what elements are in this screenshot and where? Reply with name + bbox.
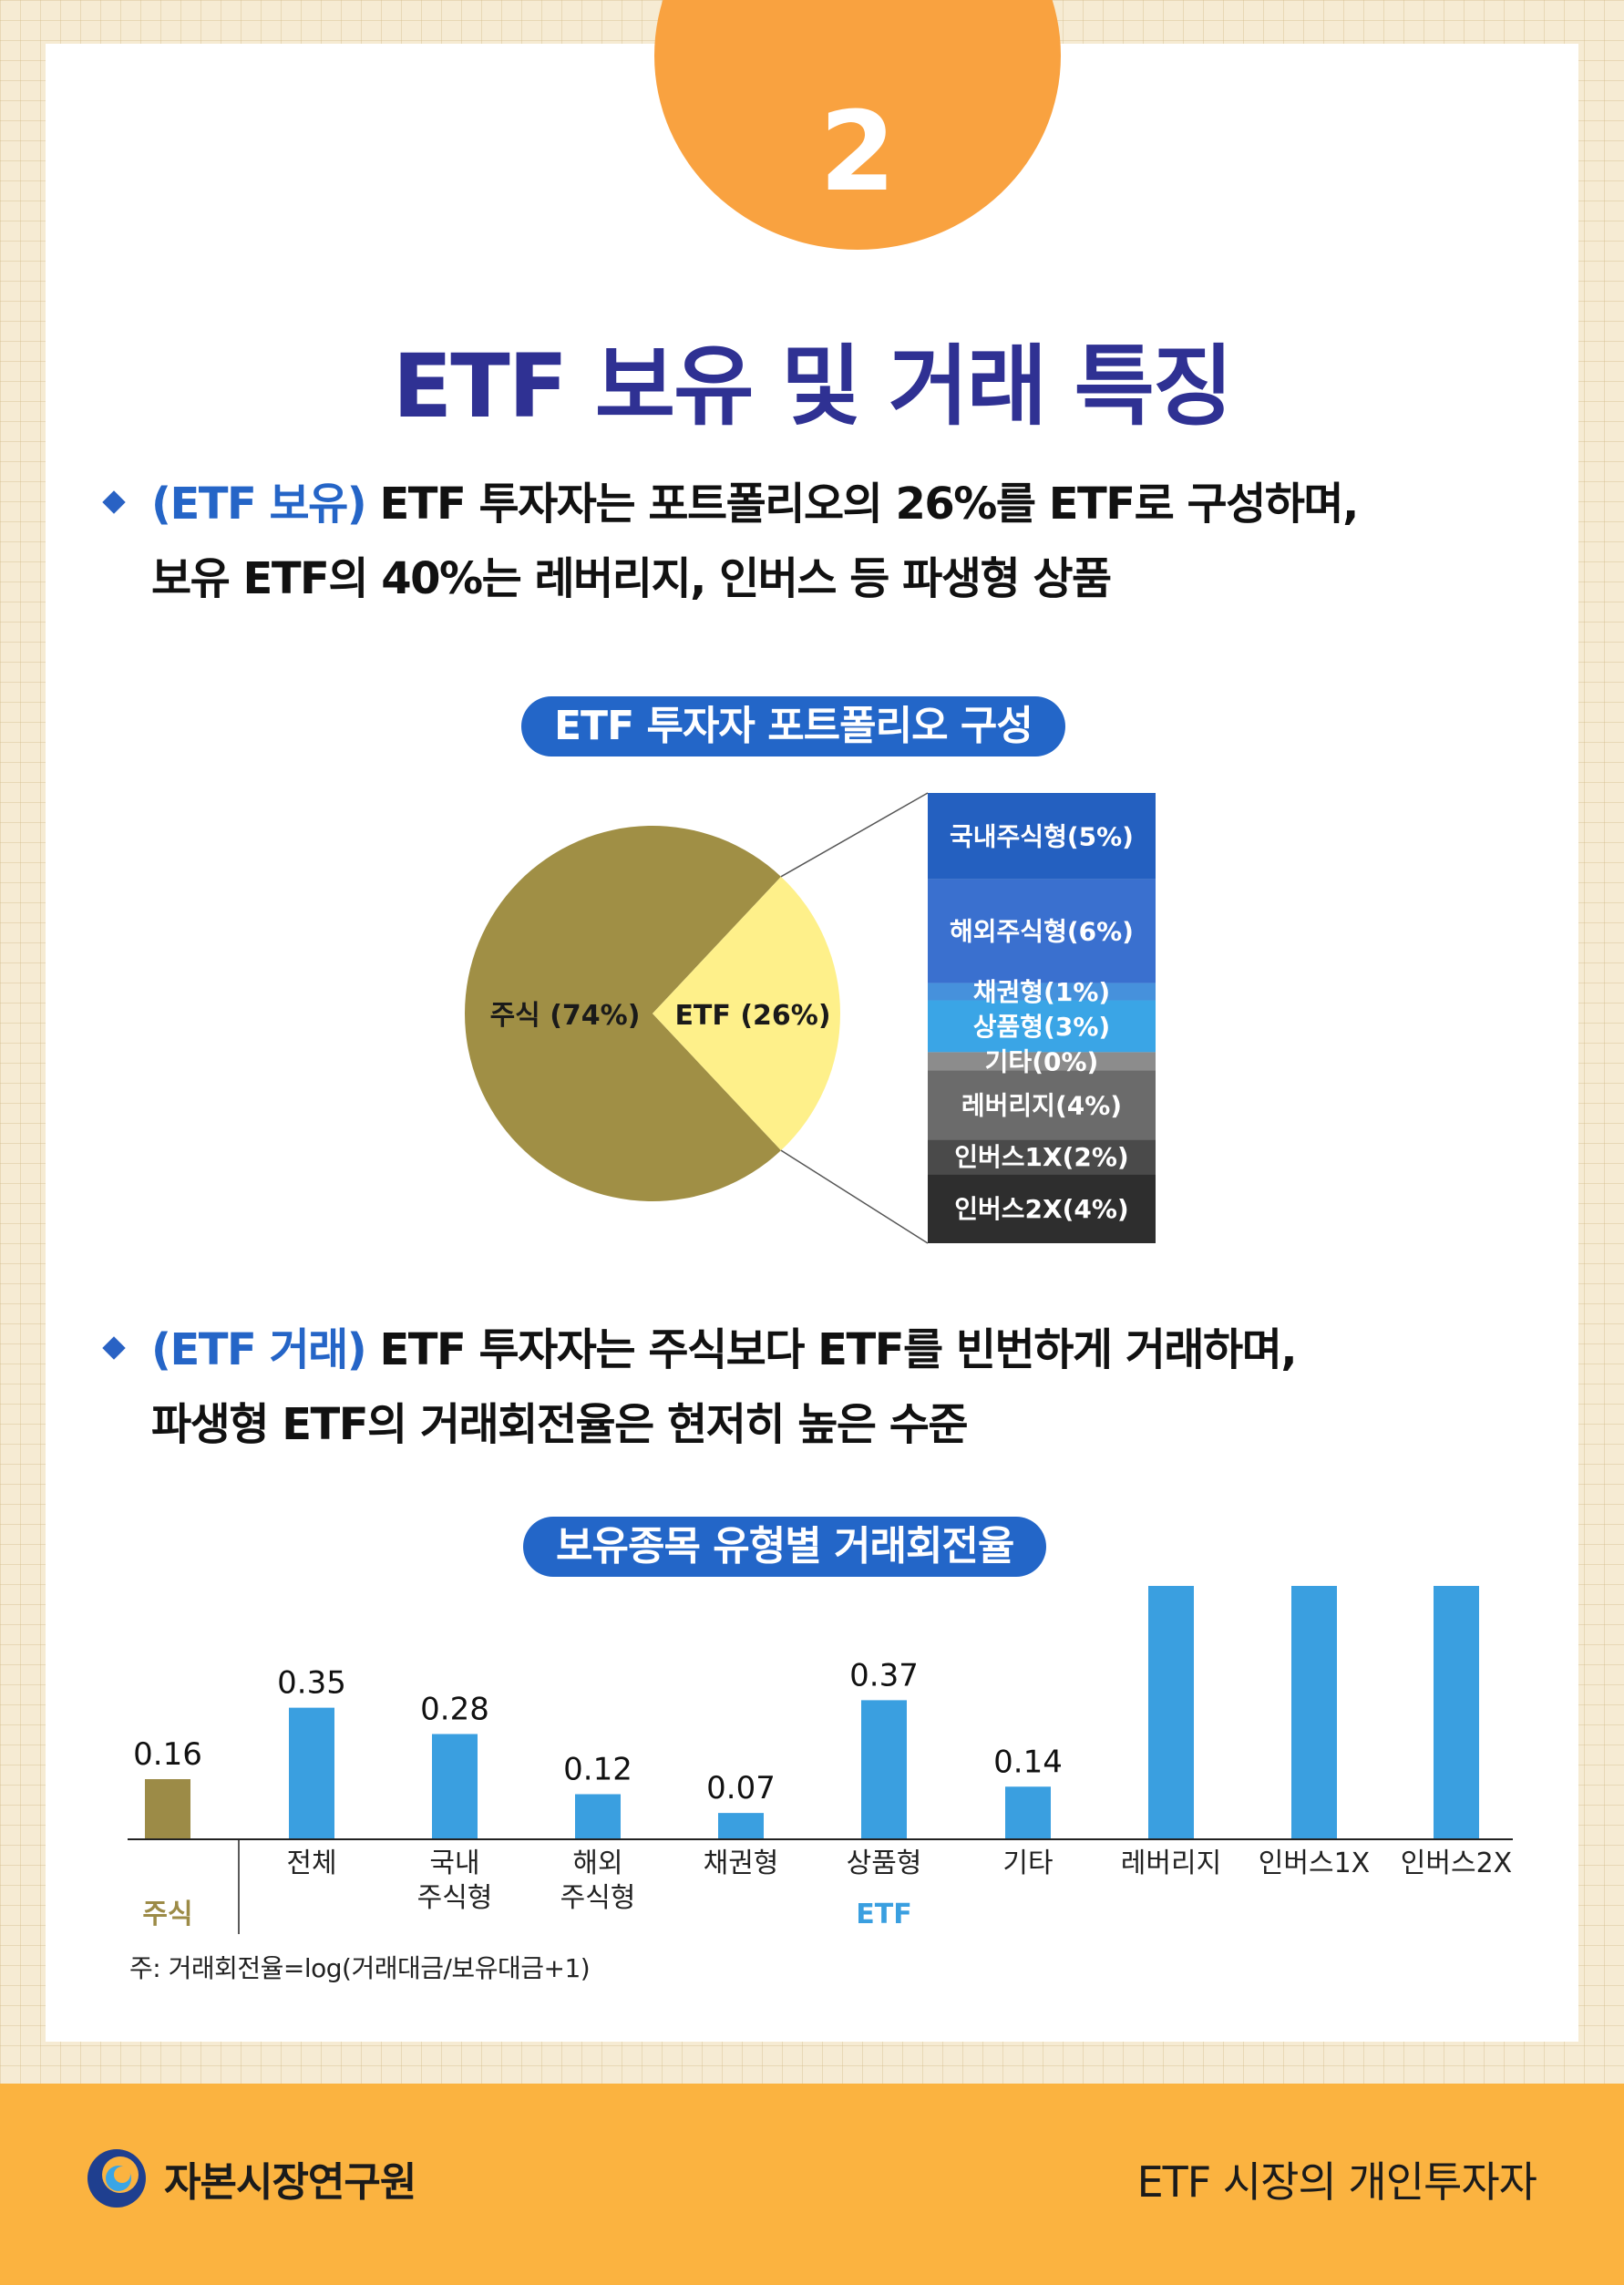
group-label-stock: 주식 xyxy=(142,1899,192,1930)
bar-value-label: 0.14 xyxy=(993,1744,1063,1780)
bar-value-label: 0.28 xyxy=(420,1692,489,1728)
bullet-tag: (ETF 보유) xyxy=(151,479,367,530)
pie-label-stock: 주식 (74%) xyxy=(490,1000,641,1032)
bullet-line-2: 파생형 ETF의 거래회전율은 현저히 높은 수준 xyxy=(151,1399,969,1450)
bar xyxy=(145,1779,190,1839)
breakdown-segment xyxy=(928,793,1156,880)
category-tick-label: 인버스2X xyxy=(1401,1848,1512,1879)
category-tick-label: 레버리지 xyxy=(1121,1848,1221,1879)
bar xyxy=(1005,1786,1051,1839)
category-tick-label: 채권형 xyxy=(704,1848,779,1879)
bar xyxy=(1291,1586,1337,1839)
bar xyxy=(718,1813,764,1839)
bar xyxy=(1148,1586,1194,1839)
category-tick-label: 인버스1X xyxy=(1259,1848,1370,1879)
pie-chart-title: ETF 투자자 포트폴리오 구성 xyxy=(521,696,1065,757)
breakdown-label: 해외주식형(6%) xyxy=(950,917,1134,947)
bar-value-label: 0.16 xyxy=(133,1736,202,1773)
bullet-line-1: ETF 투자자는 포트폴리오의 26%를 ETF로 구성하며, xyxy=(365,479,1359,530)
bar xyxy=(289,1707,334,1839)
category-tick-label: 기타 xyxy=(1002,1848,1053,1879)
bar-value-label: 0.07 xyxy=(706,1770,776,1806)
page-number: 2 xyxy=(819,89,896,216)
connector-line-bottom xyxy=(780,1149,929,1244)
pie-slice-etf xyxy=(653,876,841,1151)
breakdown-segment xyxy=(928,1139,1156,1175)
category-tick-label: 국내 주식형 xyxy=(417,1848,493,1914)
breakdown-segment xyxy=(928,983,1156,1001)
category-tick-label: 전체 xyxy=(286,1848,336,1879)
bullet-etf-holding: (ETF 보유) ETF 투자자는 포트폴리오의 26%를 ETF로 구성하며,… xyxy=(100,467,1359,616)
breakdown-segment xyxy=(928,879,1156,983)
bullet-line-1: ETF 투자자는 주식보다 ETF를 빈번하게 거래하며, xyxy=(365,1324,1297,1375)
breakdown-label: 국내주식형(5%) xyxy=(950,821,1134,851)
bullet-line-2: 보유 ETF의 40%는 레버리지, 인버스 등 파생형 상품 xyxy=(151,553,1112,604)
institution-name: 자본시장연구원 xyxy=(164,2159,416,2206)
footer: 자본시장연구원 ETF 시장의 개인투자자 xyxy=(0,2084,1624,2285)
bullet-tag: (ETF 거래) xyxy=(151,1324,367,1375)
breakdown-segment xyxy=(928,1000,1156,1053)
bullet-etf-trading: (ETF 거래) ETF 투자자는 주식보다 ETF를 빈번하게 거래하며, 파… xyxy=(100,1312,1298,1462)
bar-value-label: 0.35 xyxy=(277,1665,346,1702)
breakdown-segment xyxy=(928,1070,1156,1140)
category-tick-label: 상품형 xyxy=(847,1848,922,1879)
pie-label-etf: ETF (26%) xyxy=(674,1000,830,1032)
page-title: ETF 보유 및 거래 특징 xyxy=(392,335,1234,437)
connector-line-top xyxy=(780,792,929,878)
breakdown-label: 레버리지(4%) xyxy=(961,1090,1122,1120)
breakdown-segment xyxy=(928,1052,1156,1071)
page-number-badge: 2 xyxy=(654,0,1061,250)
turnover-bar-chart: 0.160.350.280.120.070.370.140.700.730.73… xyxy=(128,1586,1513,1934)
bar-chart-title: 보유종목 유형별 거래회전율 xyxy=(523,1517,1047,1577)
bar xyxy=(432,1734,478,1839)
breakdown-segment xyxy=(928,1174,1156,1243)
breakdown-label: 상품형(3%) xyxy=(973,1012,1110,1042)
breakdown-label: 인버스2X(4%) xyxy=(954,1194,1128,1224)
report-title: ETF 시장의 개인투자자 xyxy=(1136,2157,1537,2207)
breakdown-label: 인버스1X(2%) xyxy=(954,1142,1128,1172)
chart-note: 주: 거래회전율=log(거래대금/보유대금+1) xyxy=(129,1953,591,1983)
bar-value-label: 0.12 xyxy=(563,1752,632,1788)
bar xyxy=(1434,1586,1479,1839)
pie-slice-stock xyxy=(465,826,782,1201)
bar xyxy=(861,1700,907,1839)
breakdown-label: 채권형(1%) xyxy=(973,977,1110,1007)
bar-value-label: 0.37 xyxy=(849,1657,919,1693)
breakdown-label: 기타(0%) xyxy=(985,1046,1099,1076)
category-tick-label: 해외 주식형 xyxy=(560,1848,636,1914)
kcmi-logo-icon xyxy=(87,2149,146,2208)
group-label-etf: ETF xyxy=(856,1899,911,1930)
bar xyxy=(575,1794,621,1839)
portfolio-pie-chart: 주식 (74%) ETF (26%) 국내주식형(5%) 해외주식형(6%) 채권형(1… xyxy=(465,792,1156,1244)
